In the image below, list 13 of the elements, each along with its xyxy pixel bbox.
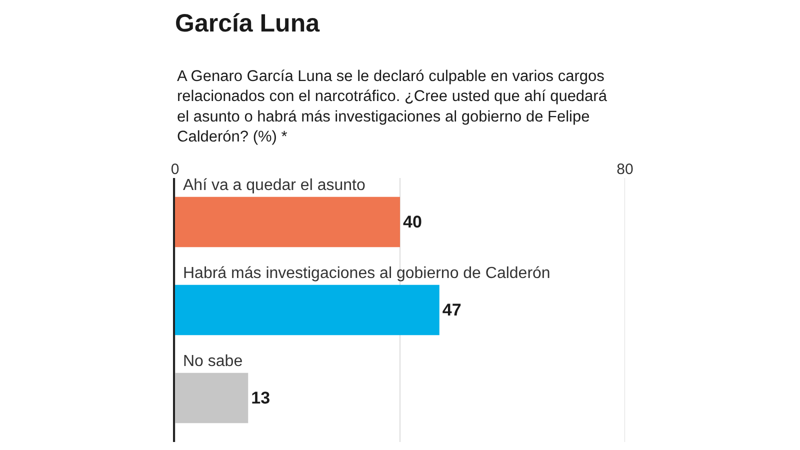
bar (175, 372, 248, 424)
bar (175, 196, 400, 248)
x-tick-label: 0 (170, 161, 180, 178)
data-label: 47 (442, 300, 462, 320)
data-label: 40 (403, 212, 422, 232)
y-tick-label: Habrá más investigaciones al gobierno de Calderón (183, 265, 550, 282)
data-label: 13 (251, 388, 270, 408)
x-tick-label: 80 (616, 161, 634, 178)
chart-title: García Luna (175, 9, 321, 38)
chart-subtitle: A Genaro García Luna se le declaró culpable en varios cargos relacionados con el narcotráfico. ¿Cree usted que ahí quedará el asunto o habrá más investigaciones al gobierno de Felipe Calderón? (%) * (177, 68, 608, 146)
y-tick-label: Ahí va a quedar el asunto (183, 177, 366, 194)
y-tick-label: No sabe (183, 353, 243, 370)
bar (175, 284, 440, 336)
